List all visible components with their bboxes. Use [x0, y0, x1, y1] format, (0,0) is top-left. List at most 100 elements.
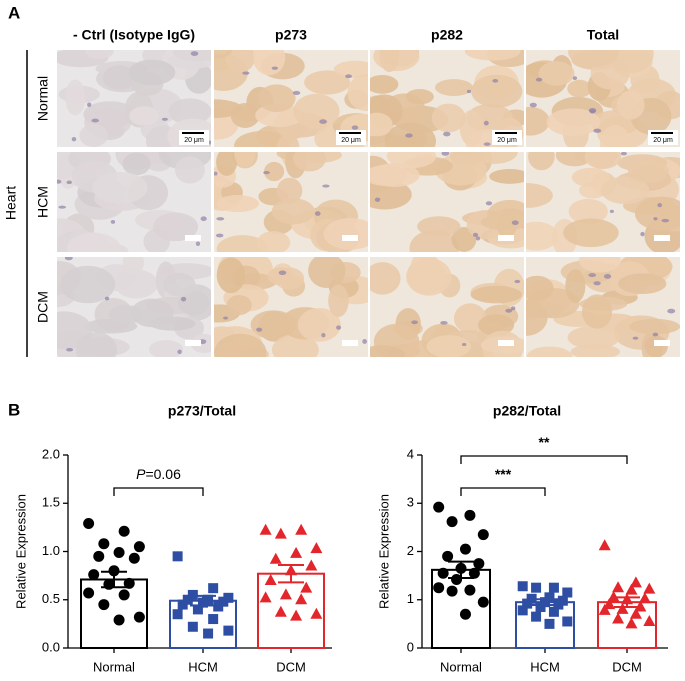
data-point — [433, 582, 445, 594]
data-point — [634, 600, 647, 612]
data-point — [203, 628, 214, 639]
data-point — [123, 577, 135, 589]
significance-label: ** — [539, 434, 550, 450]
micrograph — [370, 257, 524, 357]
row-label: HCM — [35, 186, 51, 218]
data-point — [259, 591, 272, 603]
data-point — [83, 587, 95, 599]
column-header: p282 — [431, 27, 463, 43]
data-point — [300, 581, 313, 593]
data-point — [464, 509, 476, 521]
bar — [257, 572, 325, 650]
column-header: Total — [587, 27, 619, 43]
data-point — [437, 567, 449, 579]
significance-text: =0.06 — [145, 466, 181, 482]
data-point — [310, 542, 323, 554]
data-point — [517, 605, 528, 616]
data-point — [295, 523, 308, 535]
data-point — [98, 599, 110, 611]
scale-bar-label: 20 μm — [184, 137, 204, 144]
x-tick-label: HCM — [188, 659, 218, 674]
micrograph: 20 μm — [526, 50, 680, 147]
chart-title: p282/Total — [493, 403, 561, 419]
data-point — [133, 541, 145, 553]
data-point — [603, 598, 616, 610]
data-point — [616, 602, 629, 614]
scale-bar-label: 20 μm — [653, 137, 673, 144]
data-point — [218, 596, 229, 607]
data-point — [625, 617, 638, 629]
data-point — [638, 592, 651, 604]
data-point — [305, 559, 318, 571]
x-tick-label: HCM — [530, 659, 560, 674]
data-point — [133, 611, 145, 623]
data-point — [548, 606, 559, 617]
significance-label: *** — [495, 466, 512, 482]
data-point — [274, 527, 287, 539]
y-tick-label: 1.5 — [42, 495, 60, 510]
error-bar — [101, 570, 127, 589]
scale-bar — [498, 235, 514, 241]
data-point — [531, 611, 542, 622]
data-point — [213, 601, 224, 612]
data-point — [128, 552, 140, 564]
data-point — [607, 590, 620, 602]
data-point — [310, 607, 323, 619]
scale-bar — [651, 132, 673, 134]
y-tick-label: 3 — [407, 495, 414, 510]
chart-title: p273/Total — [168, 403, 236, 419]
micrograph — [57, 257, 211, 357]
significance-bracket — [113, 487, 204, 496]
data-point — [192, 604, 203, 615]
bar — [431, 568, 491, 650]
scale-bar — [185, 235, 201, 241]
data-point — [274, 605, 287, 617]
data-point — [290, 609, 303, 621]
scale-bar — [495, 132, 517, 134]
scale-bar — [339, 132, 361, 134]
scale-bar — [654, 340, 670, 346]
data-point — [83, 518, 95, 530]
data-point — [295, 593, 308, 605]
data-point — [629, 576, 642, 588]
micrograph — [214, 257, 368, 357]
data-point — [269, 552, 282, 564]
y-tick-label: 0 — [407, 639, 414, 654]
significance-text: ** — [539, 434, 550, 450]
panel-label: A — [8, 3, 20, 22]
y-tick-label: 1 — [407, 591, 414, 606]
data-point — [446, 585, 458, 597]
data-point — [477, 529, 489, 541]
data-point — [259, 523, 272, 535]
data-point — [433, 501, 445, 513]
data-point — [208, 614, 219, 625]
row-label: Normal — [35, 76, 51, 121]
data-point — [643, 582, 656, 594]
error-bar — [278, 564, 304, 584]
scale-bar-label: 20 μm — [341, 137, 361, 144]
data-point — [203, 594, 214, 605]
scale-bar — [498, 340, 514, 346]
y-tick-label: 4 — [407, 446, 414, 461]
data-point — [473, 558, 485, 570]
data-point — [517, 581, 528, 592]
data-point — [612, 612, 625, 624]
data-point — [548, 582, 559, 593]
y-tick-label: 0.5 — [42, 591, 60, 606]
data-point — [464, 584, 476, 596]
tissue-label: Heart — [3, 186, 19, 220]
data-point — [459, 543, 471, 555]
column-header: - Ctrl (Isotype IgG) — [73, 27, 195, 43]
data-point — [98, 538, 110, 550]
y-tick-label: 1.0 — [42, 543, 60, 558]
significance-label: P=0.06 — [136, 466, 181, 482]
panel-label: B — [8, 400, 20, 419]
data-point — [118, 525, 130, 537]
data-point — [290, 546, 303, 558]
error-bar — [614, 596, 640, 608]
y-tick-label: 2 — [407, 543, 414, 558]
data-point — [177, 599, 188, 610]
data-point — [477, 596, 489, 608]
significance-bracket — [460, 487, 546, 496]
